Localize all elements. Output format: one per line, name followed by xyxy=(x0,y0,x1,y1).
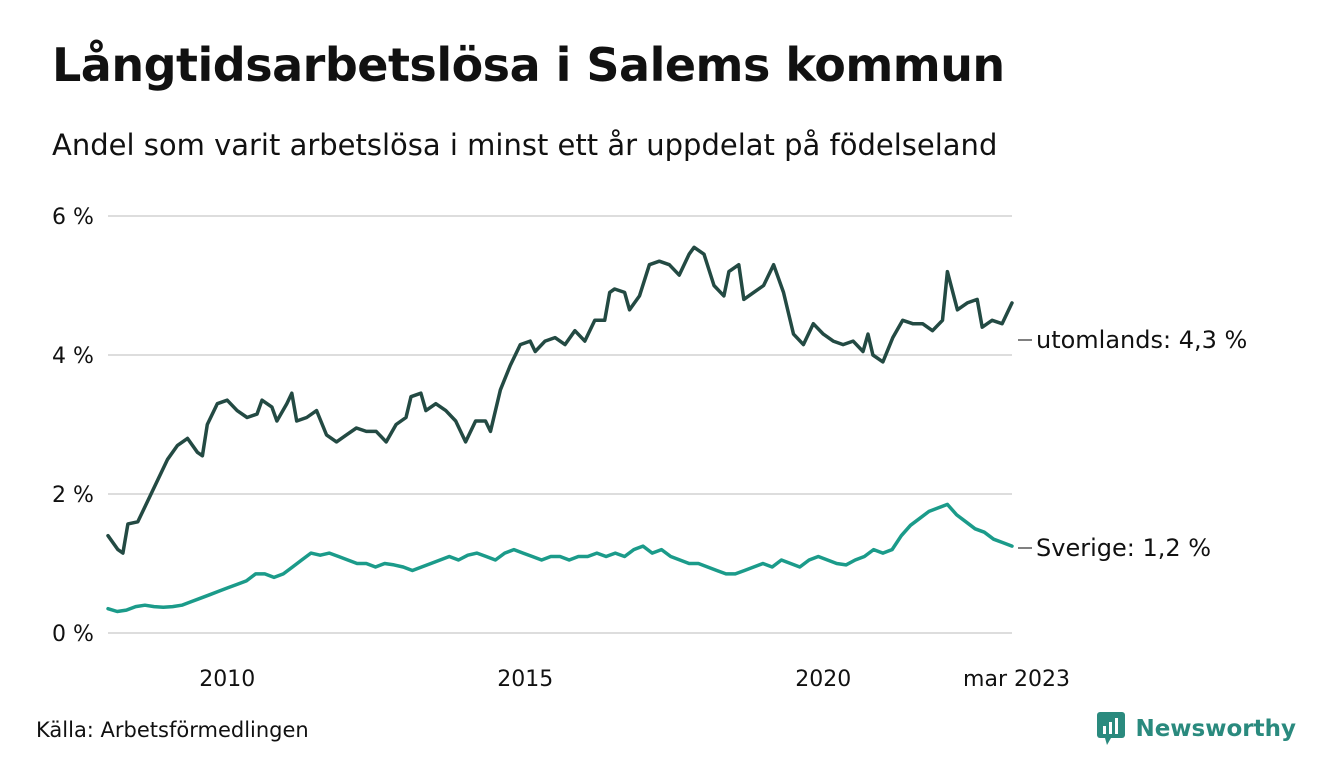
chart-title: Långtidsarbetslösa i Salems kommun xyxy=(52,38,1005,92)
source-note: Källa: Arbetsförmedlingen xyxy=(36,718,309,742)
newsworthy-logo-icon xyxy=(1097,712,1126,745)
y-tick-label: 4 % xyxy=(52,344,94,369)
y-tick-label: 2 % xyxy=(52,483,94,508)
line-chart: 0 % 2 % 4 % 6 % 2010 2015 2020 mar 2023 utomla… xyxy=(52,205,1247,692)
chart-subtitle: Andel som varit arbetslösa i minst ett å… xyxy=(52,128,998,162)
x-tick-label: 2015 xyxy=(497,667,553,692)
brand-name: Newsworthy xyxy=(1135,715,1296,742)
grid-layer xyxy=(108,215,1012,634)
brand-logo[interactable]: Newsworthy xyxy=(1097,712,1296,746)
series-line-Sverige xyxy=(106,502,1014,614)
series-end-label-Sverige: Sverige: 1,2 % xyxy=(1036,534,1211,562)
x-tick-label: mar 2023 xyxy=(963,667,1070,692)
series-end-labels: utomlands: 4,3 % Sverige: 1,2 % xyxy=(1018,326,1247,562)
series-layer xyxy=(106,245,1014,614)
y-axis-ticks: 0 % 2 % 4 % 6 % xyxy=(52,205,94,647)
y-tick-label: 0 % xyxy=(52,622,94,647)
x-tick-label: 2020 xyxy=(795,667,851,692)
y-tick-label: 6 % xyxy=(52,205,94,230)
series-line-utomlands xyxy=(106,245,1014,555)
x-axis-ticks: 2010 2015 2020 mar 2023 xyxy=(199,667,1070,692)
series-end-label-utomlands: utomlands: 4,3 % xyxy=(1036,326,1247,354)
x-tick-label: 2010 xyxy=(199,667,255,692)
